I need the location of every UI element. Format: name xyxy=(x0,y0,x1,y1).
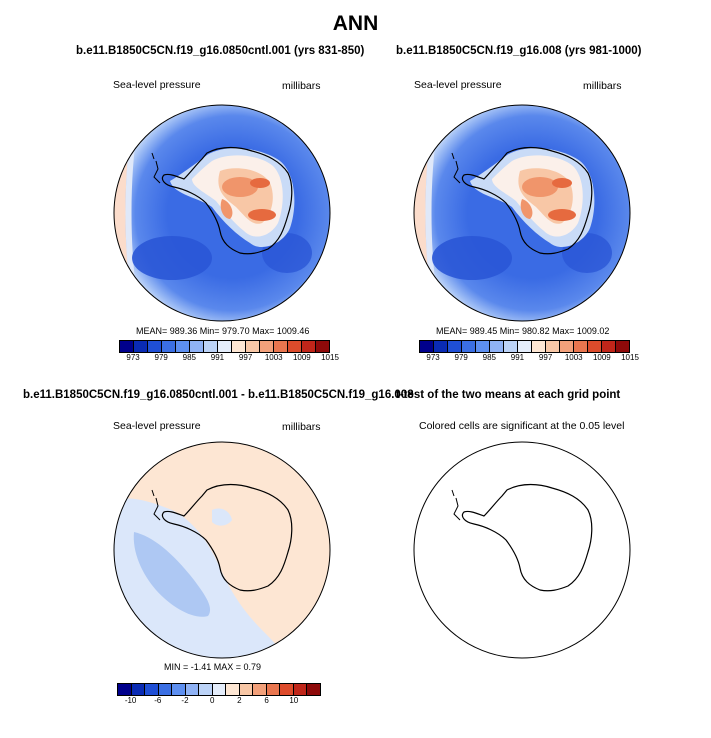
colorbar-tick-label: 997 xyxy=(538,353,553,362)
colorbar-tick-label: 979 xyxy=(454,353,468,362)
colorbar-tick-label: -6 xyxy=(154,696,162,705)
colorbar-swatch xyxy=(518,341,532,352)
colorbar-swatch xyxy=(532,341,546,352)
colorbar-swatch xyxy=(490,341,504,352)
colorbar-swatch xyxy=(239,684,254,695)
colorbar-swatch xyxy=(185,684,200,695)
colorbar-swatch xyxy=(260,341,274,352)
colorbar-swatch xyxy=(588,341,602,352)
colorbar-swatch xyxy=(504,341,518,352)
colorbar-tick-label: 2 xyxy=(237,696,242,705)
colorbar-swatch xyxy=(266,684,281,695)
colorbar-swatch xyxy=(574,341,588,352)
colorbar-swatch xyxy=(172,684,186,695)
colorbar-swatch xyxy=(293,684,308,695)
colorbar-swatch xyxy=(131,684,146,695)
colorbar-tick-label: 10 xyxy=(289,696,299,705)
colorbar-tick-label: 973 xyxy=(426,353,440,362)
colorbar-tick-label: 6 xyxy=(264,696,269,705)
panel2-units-label: millibars xyxy=(583,80,622,92)
panel2-title: b.e11.B1850C5CN.f19_g16.008 (yrs 981-100… xyxy=(396,45,642,57)
figure-title: ANN xyxy=(332,12,379,35)
panel3-colorbar: -10 -6 -2 0 2 6 10 xyxy=(117,683,321,708)
panel1-units-label: millibars xyxy=(282,80,321,92)
colorbar-swatch xyxy=(145,684,159,695)
colorbar-swatch xyxy=(274,341,288,352)
colorbar-tick-label: 985 xyxy=(482,353,497,362)
colorbar-swatch xyxy=(134,341,148,352)
colorbar-swatch xyxy=(226,684,240,695)
colorbar-tick-label: 997 xyxy=(238,353,253,362)
panel3-units-label: millibars xyxy=(282,421,321,433)
colorbar-swatch xyxy=(246,341,260,352)
colorbar-tick-label: 991 xyxy=(510,353,525,362)
colorbar-tick-label: 1009 xyxy=(292,353,311,362)
colorbar-swatch xyxy=(462,341,476,352)
colorbar-tick-label: 991 xyxy=(210,353,225,362)
colorbar-swatch xyxy=(560,341,574,352)
colorbar-swatch xyxy=(434,341,448,352)
panel4-map-border xyxy=(413,441,631,659)
panel1-stats: MEAN= 989.36 Min= 979.70 Max= 1009.46 xyxy=(136,326,310,336)
panel4-map xyxy=(413,441,631,659)
colorbar-swatch xyxy=(162,341,176,352)
panel3-variable-label: Sea-level pressure xyxy=(113,420,201,432)
panel2-variable-label: Sea-level pressure xyxy=(414,79,502,91)
colorbar-tick-label: 979 xyxy=(154,353,168,362)
colorbar-tick-label: 1015 xyxy=(621,353,639,362)
colorbar-swatch xyxy=(118,684,132,695)
panel3-coastline xyxy=(161,483,293,592)
colorbar-swatch xyxy=(546,341,560,352)
colorbar-swatch xyxy=(307,684,320,695)
colorbar-tick-label: -10 xyxy=(124,696,137,705)
panel3-negative-field xyxy=(114,498,287,658)
colorbar-swatch xyxy=(253,684,267,695)
panel1-title: b.e11.B1850C5CN.f19_g16.0850cntl.001 (yr… xyxy=(76,45,365,57)
colorbar-tick-label: 0 xyxy=(209,696,215,705)
panel3-title: b.e11.B1850C5CN.f19_g16.0850cntl.001 - b… xyxy=(23,389,414,401)
colorbar-swatch xyxy=(176,341,190,352)
colorbar-swatch xyxy=(420,341,434,352)
panel1-variable-label: Sea-level pressure xyxy=(113,79,201,91)
panel2-map xyxy=(413,104,631,322)
colorbar-tick-label: 1003 xyxy=(564,353,583,362)
colorbar-swatch xyxy=(288,341,302,352)
colorbar-swatch xyxy=(602,341,616,352)
colorbar-swatch xyxy=(302,341,316,352)
panel4-coastline xyxy=(461,483,593,592)
panel3-map xyxy=(113,441,331,659)
colorbar-tick-label: 973 xyxy=(126,353,140,362)
colorbar-swatch xyxy=(158,684,173,695)
colorbar-swatch xyxy=(232,341,246,352)
panel4-title: t-test of the two means at each grid poi… xyxy=(396,389,621,401)
colorbar-swatch xyxy=(280,684,294,695)
colorbar-tick-label: 1003 xyxy=(264,353,283,362)
colorbar-tick-label: 1009 xyxy=(592,353,611,362)
colorbar-swatch xyxy=(190,341,204,352)
colorbar-swatch xyxy=(199,684,213,695)
panel4-note: Colored cells are significant at the 0.0… xyxy=(419,420,625,432)
panel3-stats: MIN = -1.41 MAX = 0.79 xyxy=(164,662,262,672)
panel2-map-border xyxy=(413,104,631,322)
colorbar-swatch xyxy=(616,341,629,352)
panel1-coastline xyxy=(161,146,293,255)
colorbar-swatch xyxy=(120,341,134,352)
panel1-map xyxy=(113,104,331,322)
colorbar-tick-label: 1015 xyxy=(321,353,339,362)
colorbar-swatch xyxy=(212,684,227,695)
colorbar-swatch xyxy=(218,341,232,352)
panel1-colorbar: 973 979 985 991 997 1003 1009 1015 xyxy=(119,340,339,365)
colorbar-swatch xyxy=(316,341,329,352)
panel2-stats: MEAN= 989.45 Min= 980.82 Max= 1009.02 xyxy=(436,326,610,336)
colorbar-tick-label: 985 xyxy=(182,353,197,362)
panel2-colorbar: 973 979 985 991 997 1003 1009 1015 xyxy=(419,340,639,365)
colorbar-swatch xyxy=(448,341,462,352)
colorbar-swatch xyxy=(148,341,162,352)
panel1-map-border xyxy=(113,104,331,322)
panel3-map-border xyxy=(113,441,331,659)
colorbar-tick-label: -2 xyxy=(181,696,189,705)
colorbar-swatch xyxy=(204,341,218,352)
panel2-coastline xyxy=(461,146,593,255)
colorbar-swatch xyxy=(476,341,490,352)
